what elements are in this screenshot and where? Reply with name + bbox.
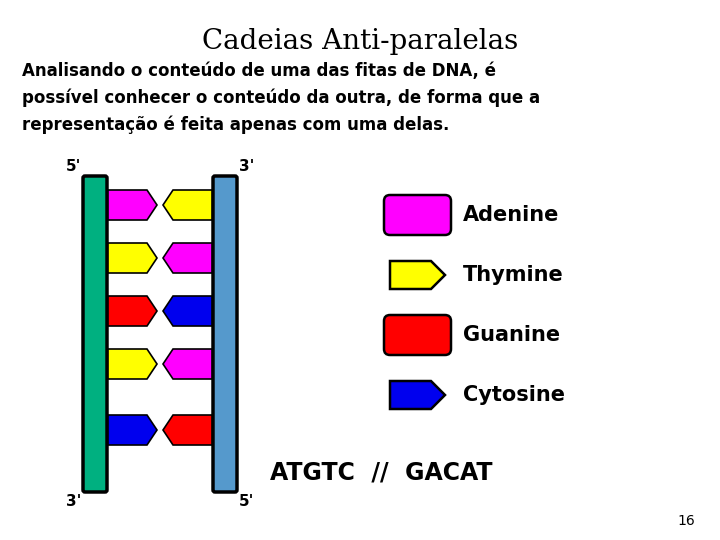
FancyBboxPatch shape	[384, 315, 451, 355]
Text: 5': 5'	[66, 159, 81, 174]
Text: Analisando o conteúdo de uma das fitas de DNA, é
possível conhecer o conteúdo da: Analisando o conteúdo de uma das fitas d…	[22, 62, 540, 134]
Bar	[105, 185, 215, 225]
FancyArrow shape	[390, 381, 445, 409]
Bar	[105, 291, 215, 331]
FancyBboxPatch shape	[83, 176, 107, 492]
FancyArrow shape	[108, 296, 157, 326]
Text: Thymine: Thymine	[463, 265, 564, 285]
FancyArrow shape	[163, 415, 212, 445]
FancyArrow shape	[163, 349, 212, 379]
Text: ATGTC  //  GACAT: ATGTC // GACAT	[270, 460, 492, 484]
Bar	[105, 238, 215, 278]
FancyBboxPatch shape	[213, 176, 237, 492]
Bar	[105, 410, 215, 450]
FancyArrow shape	[163, 296, 212, 326]
Text: 16: 16	[678, 514, 695, 528]
FancyBboxPatch shape	[384, 195, 451, 235]
Text: 3': 3'	[239, 159, 254, 174]
FancyArrow shape	[163, 190, 212, 220]
Text: 3': 3'	[66, 494, 81, 509]
Text: Guanine: Guanine	[463, 325, 560, 345]
Bar	[105, 344, 215, 384]
FancyArrow shape	[390, 261, 445, 289]
Text: Cadeias Anti-paralelas: Cadeias Anti-paralelas	[202, 28, 518, 55]
Text: 5': 5'	[239, 494, 254, 509]
FancyArrow shape	[108, 349, 157, 379]
Text: Adenine: Adenine	[463, 205, 559, 225]
Text: Cytosine: Cytosine	[463, 385, 565, 405]
FancyArrow shape	[108, 243, 157, 273]
FancyArrow shape	[108, 190, 157, 220]
FancyArrow shape	[108, 415, 157, 445]
FancyArrow shape	[163, 243, 212, 273]
